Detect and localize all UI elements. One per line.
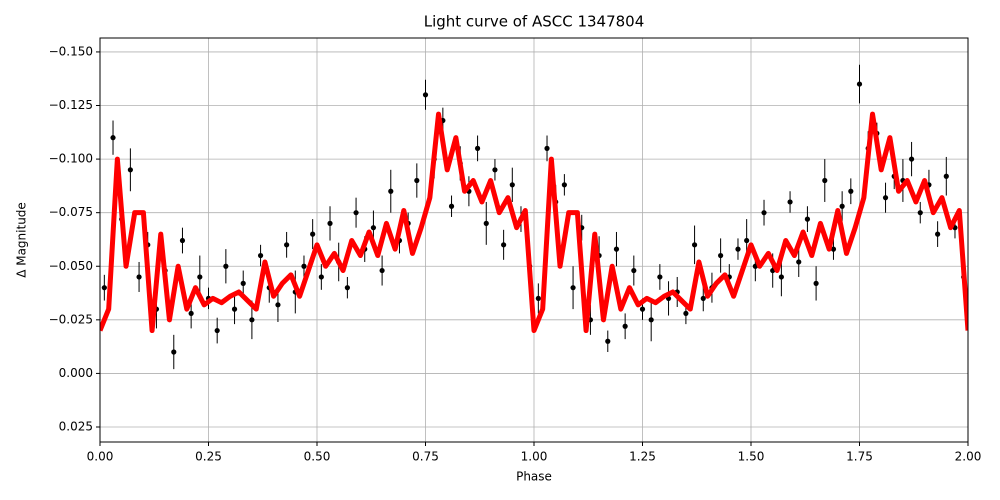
data-point (570, 285, 576, 291)
data-point (639, 306, 646, 312)
data-point (787, 199, 793, 205)
data-point (422, 92, 429, 98)
data-point (344, 285, 350, 291)
data-point (214, 327, 220, 334)
data-point (778, 274, 784, 280)
data-point (301, 263, 307, 269)
plot-frame (99, 37, 969, 443)
data-point (631, 267, 637, 274)
data-point (388, 188, 394, 194)
data-point (284, 242, 290, 248)
data-point (275, 302, 281, 308)
data-point (908, 156, 915, 162)
y-tick-label: −0.100 (49, 152, 93, 166)
data-point (822, 177, 828, 184)
data-point (700, 295, 706, 302)
data-point (231, 306, 238, 312)
data-point (310, 231, 316, 237)
data-point (318, 274, 324, 280)
data-point (882, 195, 889, 201)
data-point (917, 210, 923, 216)
data-point (830, 246, 837, 252)
data-point (605, 338, 611, 344)
data-point (761, 210, 767, 216)
y-tick-label: 0.025 (59, 419, 93, 433)
data-point (657, 274, 663, 280)
data-point (683, 310, 689, 317)
x-axis-label: Phase (516, 470, 552, 484)
data-point (448, 203, 455, 209)
y-tick-label: −0.050 (49, 259, 93, 273)
data-point (735, 246, 741, 252)
data-point (813, 280, 819, 287)
data-point (492, 167, 498, 173)
data-point (839, 203, 845, 209)
y-tick-label: −0.150 (49, 44, 93, 58)
data-point (197, 274, 203, 280)
data-point (691, 242, 698, 248)
x-tick-label: 1.75 (846, 450, 873, 464)
data-point (101, 285, 107, 291)
data-point (327, 220, 333, 226)
y-tick-label: −0.025 (49, 312, 93, 326)
x-tick-label: 1.50 (738, 450, 765, 464)
data-point (501, 242, 507, 248)
x-tick-label: 1.00 (521, 450, 548, 464)
x-tick-label: 0.50 (304, 450, 331, 464)
x-tick-label: 2.00 (955, 450, 982, 464)
data-point (535, 295, 541, 302)
data-point (240, 280, 246, 287)
data-point (544, 145, 550, 151)
y-axis-label: Δ Magnitude (15, 202, 29, 278)
data-point (509, 182, 515, 188)
data-point (943, 173, 949, 179)
data-point (223, 263, 229, 269)
data-point (483, 220, 489, 226)
y-tick-label: −0.075 (49, 205, 93, 219)
data-point (171, 349, 177, 355)
data-point (856, 81, 863, 87)
data-point (718, 252, 724, 259)
x-tick-label: 0.25 (195, 450, 222, 464)
plot-area (100, 64, 968, 370)
data-point (744, 237, 750, 244)
data-point (127, 167, 133, 173)
data-point (796, 259, 802, 265)
data-point (935, 231, 941, 237)
data-point (648, 317, 654, 323)
data-point (136, 274, 142, 280)
data-point (353, 210, 359, 216)
y-tick-label: 0.000 (59, 366, 93, 380)
model-line (100, 111, 968, 334)
data-point (414, 177, 420, 184)
y-tick-label: −0.125 (49, 98, 93, 112)
data-point (804, 216, 811, 222)
data-point (848, 188, 854, 194)
x-tick-label: 1.25 (629, 450, 656, 464)
data-point (249, 317, 255, 323)
chart-title: Light curve of ASCC 1347804 (424, 13, 645, 31)
x-tick-label: 0.75 (412, 450, 439, 464)
data-point (370, 225, 377, 231)
data-point (561, 182, 567, 188)
data-point (379, 267, 385, 274)
data-point (622, 323, 628, 329)
data-point (474, 145, 481, 151)
data-point (110, 135, 116, 141)
data-point (179, 237, 186, 244)
data-point (257, 252, 264, 259)
data-point (613, 246, 620, 252)
x-tick-label: 0.00 (87, 450, 114, 464)
data-point (188, 310, 194, 317)
